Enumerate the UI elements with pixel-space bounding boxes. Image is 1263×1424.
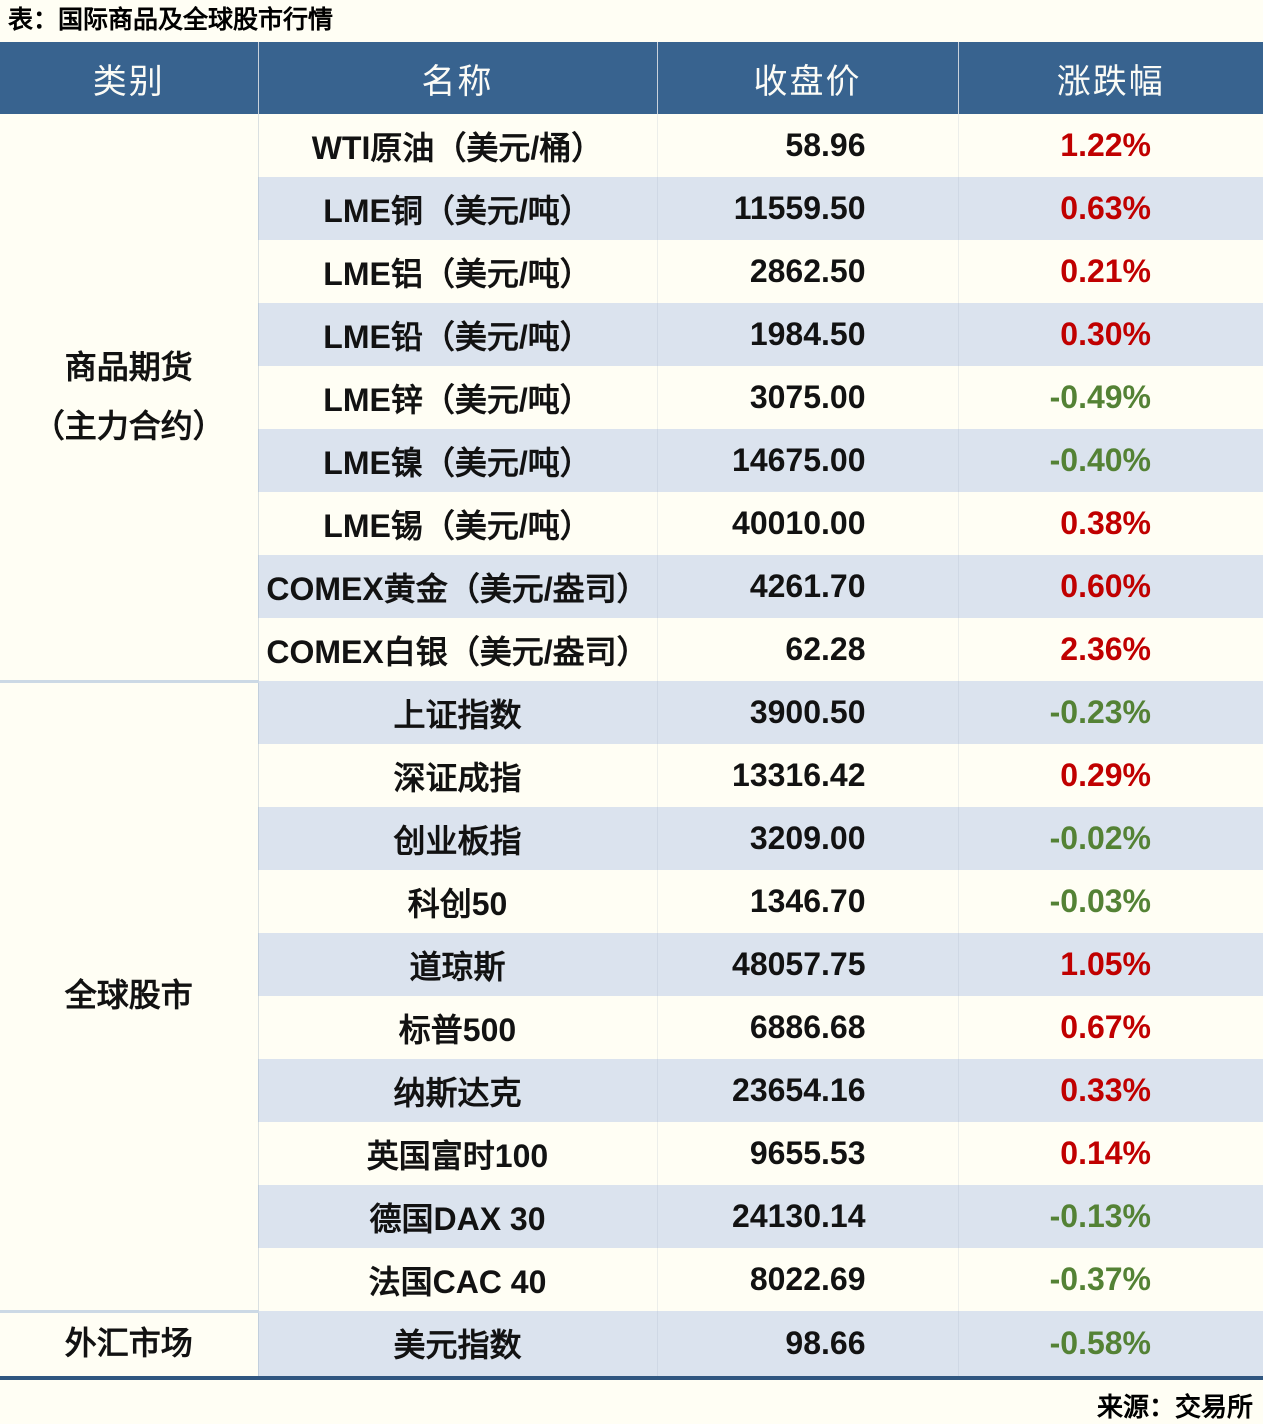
change-percent: -0.37% [957,1248,1263,1311]
close-price: 3075.00 [656,366,958,429]
table-row: LME锡（美元/吨） 40010.00 0.38% [0,492,1263,555]
instrument-name: LME锌（美元/吨） [323,381,592,418]
close-price: 11559.50 [656,177,958,240]
change-percent: 2.36% [957,618,1263,681]
table-row: 纳斯达克 23654.16 0.33% [0,1059,1263,1122]
change-percent: 0.33% [957,1059,1263,1122]
table-row: 英国富时100 9655.53 0.14% [0,1122,1263,1185]
change-percent: 1.22% [957,114,1263,177]
instrument-name: LME铝（美元/吨） [323,255,592,292]
change-percent: -0.58% [957,1311,1263,1378]
instrument-name: 英国富时100 [366,1137,549,1174]
table-row: 深证成指 13316.42 0.29% [0,744,1263,807]
table-row: LME镍（美元/吨） 14675.00 -0.40% [0,429,1263,492]
page-title: 表：国际商品及全球股市行情 [8,6,334,34]
instrument-name: 上证指数 [258,681,657,744]
change-percent: 0.14% [957,1122,1263,1185]
table-row: LME铝（美元/吨） 2862.50 0.21% [0,240,1263,303]
instrument-name: LME镍（美元/吨） [258,429,657,492]
table-row: COMEX白银（美元/盎司） 62.28 2.36% [0,618,1263,681]
close-price: 24130.14 [656,1185,958,1248]
table-row: 外汇市场 美元指数 98.66 -0.58% [0,1309,1263,1378]
category-cell-commodity-futures: 商品期货 （主力合约） [0,114,259,681]
table-row: 创业板指 3209.00 -0.02% [0,807,1263,870]
change-percent: 0.38% [957,492,1263,555]
close-price: 98.66 [656,1311,958,1378]
instrument-name: 纳斯达克 [258,1059,657,1122]
close-price: 3900.50 [656,681,958,744]
table-row: LME铜（美元/吨） 11559.50 0.63% [0,177,1263,240]
change-percent: -0.13% [957,1185,1263,1248]
header-row: 类别 名称 收盘价 涨跌幅 [0,42,1263,114]
col-header-close: 收盘价 [656,42,958,114]
instrument-name: 深证成指 [393,759,522,796]
close-price: 9655.53 [656,1122,958,1185]
close-price: 40010.00 [656,492,958,555]
change-percent: -0.49% [957,366,1263,429]
close-price: 13316.42 [656,744,958,807]
col-header-name: 名称 [257,42,657,114]
close-price: 23654.16 [656,1059,958,1122]
col-header-change: 涨跌幅 [957,42,1263,114]
instrument-name: 科创50 [407,885,508,922]
close-price: 3209.00 [656,807,958,870]
change-percent: -0.23% [957,681,1263,744]
table-row: 德国DAX 30 24130.14 -0.13% [0,1185,1263,1248]
change-percent: 0.60% [957,555,1263,618]
close-price: 2862.50 [656,240,958,303]
instrument-name: 标普500 [398,1011,517,1048]
instrument-name: LME铜（美元/吨） [258,177,657,240]
instrument-name: 创业板指 [258,807,657,870]
table-row: 标普500 6886.68 0.67% [0,996,1263,1059]
market-table: 类别 名称 收盘价 涨跌幅 商品期货 （主力合约） WTI原油（美元/桶） 58… [0,42,1263,1380]
category-cell-global-stocks: 全球股市 [0,679,259,1311]
col-header-category: 类别 [0,42,258,114]
category-cell-forex: 外汇市场 [0,1309,259,1378]
close-price: 62.28 [656,618,958,681]
instrument-name: LME锡（美元/吨） [323,507,592,544]
change-percent: 0.29% [957,744,1263,807]
instrument-name: WTI原油（美元/桶） [311,129,604,166]
table-row: COMEX黄金（美元/盎司） 4261.70 0.60% [0,555,1263,618]
instrument-name: 法国CAC 40 [368,1263,547,1300]
close-price: 4261.70 [656,555,958,618]
table-row: LME锌（美元/吨） 3075.00 -0.49% [0,366,1263,429]
change-percent: 0.67% [957,996,1263,1059]
close-price: 1346.70 [656,870,958,933]
close-price: 14675.00 [656,429,958,492]
change-percent: 0.21% [957,240,1263,303]
close-price: 48057.75 [656,933,958,996]
table-row: 道琼斯 48057.75 1.05% [0,933,1263,996]
change-percent: 0.63% [957,177,1263,240]
close-price: 58.96 [656,114,958,177]
change-percent: -0.02% [957,807,1263,870]
change-percent: 0.30% [957,303,1263,366]
close-price: 8022.69 [656,1248,958,1311]
table-row: 科创50 1346.70 -0.03% [0,870,1263,933]
source-note: 来源：交易所 [1096,1391,1253,1422]
table-row: 全球股市 上证指数 3900.50 -0.23% [0,679,1263,1311]
instrument-name: LME铅（美元/吨） [258,303,657,366]
table-row: LME铅（美元/吨） 1984.50 0.30% [0,303,1263,366]
table-row: 商品期货 （主力合约） WTI原油（美元/桶） 58.96 1.22% [0,114,1263,681]
instrument-name: COMEX黄金（美元/盎司） [258,555,657,618]
instrument-name: 道琼斯 [258,933,657,996]
instrument-name: 德国DAX 30 [258,1185,657,1248]
close-price: 1984.50 [656,303,958,366]
change-percent: -0.03% [957,870,1263,933]
instrument-name: 美元指数 [258,1311,657,1378]
change-percent: -0.40% [957,429,1263,492]
table-row: 法国CAC 40 8022.69 -0.37% [0,1248,1263,1311]
change-percent: 1.05% [957,933,1263,996]
close-price: 6886.68 [656,996,958,1059]
instrument-name: COMEX白银（美元/盎司） [266,633,649,670]
